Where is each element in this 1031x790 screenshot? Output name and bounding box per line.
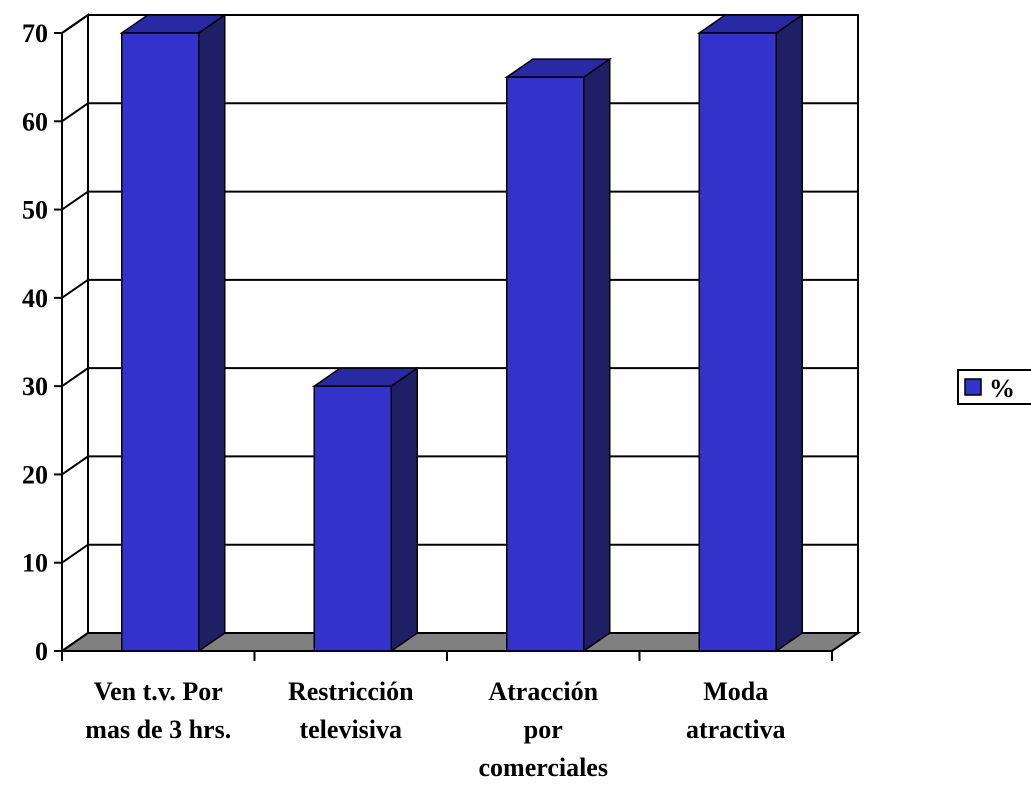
x-axis-category-labels: Ven t.v. Por mas de 3 hrs. Restricción tele… [85,677,785,782]
bar-side [198,13,226,653]
bar-2 [504,57,613,653]
bars [119,13,805,653]
bar-side [775,13,803,653]
y-tick-label: 30 [22,372,48,401]
y-tick-label: 0 [35,637,48,666]
y-tick-label: 10 [22,549,48,578]
category-label-3: Moda atractiva [686,677,786,744]
category-label-2: Atracción por comerciales [479,677,608,782]
legend-swatch [964,378,982,396]
y-tick-label: 40 [22,284,48,313]
category-label-0: Ven t.v. Por mas de 3 hrs. [85,677,231,744]
legend-label: % [989,374,1015,403]
bar-front [698,32,777,652]
bar-3 [696,13,805,653]
bar-front [506,76,585,652]
y-tick-label: 20 [22,460,48,489]
y-tick-label: 60 [22,107,48,136]
side-wall [61,13,89,653]
legend: % [957,369,1031,405]
gridline [61,14,858,34]
bar-0 [119,13,228,653]
bar-front [313,385,392,652]
y-axis-tick-labels: 0 10 20 30 40 50 60 70 [22,19,48,666]
y-tick-label: 50 [22,196,48,225]
bar-front [121,32,200,652]
bar-side [583,57,611,653]
y-tick-label: 70 [22,19,48,48]
bar-side [390,366,418,653]
category-label-1: Restricción televisiva [288,677,414,744]
bar-1 [311,366,420,653]
